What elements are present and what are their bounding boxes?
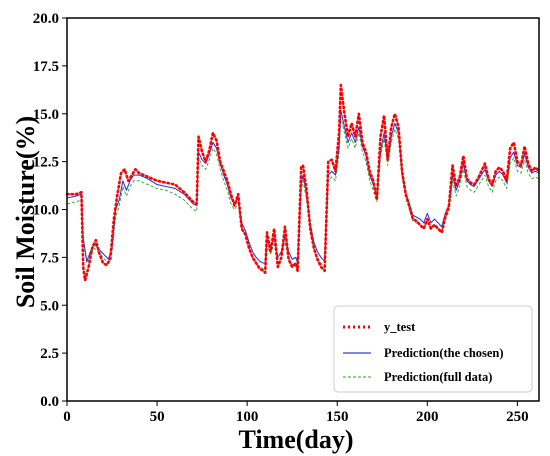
y-tick-label: 12.5 <box>33 155 59 171</box>
y-tick-label: 7.5 <box>40 250 59 266</box>
y-axis-ticks: 0.0 2.5 5.0 7.5 10.0 12.5 15.0 17.5 20.0 <box>33 11 67 410</box>
plot-frame <box>66 17 540 402</box>
y-axis-label: Soil Moisture(%) <box>11 116 40 308</box>
x-tick-label: 0 <box>63 409 71 425</box>
y-tick-label: 10.0 <box>33 203 59 219</box>
y-tick-label: 5.0 <box>40 298 59 314</box>
y-tick-label: 20.0 <box>33 11 59 27</box>
x-axis-ticks: 0 50 100 150 200 250 <box>63 401 529 425</box>
y-tick-label: 2.5 <box>40 346 59 362</box>
legend-label-prediction-full: Prediction(full data) <box>384 370 492 384</box>
legend-label-y-test: y_test <box>384 320 416 334</box>
legend-box <box>333 305 533 393</box>
series-prediction-chosen <box>66 109 540 264</box>
series-y-test <box>65 83 541 282</box>
series-prediction-full <box>66 117 540 270</box>
y-tick-label: 15.0 <box>33 107 59 123</box>
legend: y_test Prediction(the chosen) Prediction… <box>333 305 533 393</box>
x-tick-label: 150 <box>326 409 349 425</box>
x-tick-label: 100 <box>236 409 259 425</box>
x-tick-label: 250 <box>506 409 529 425</box>
y-tick-label: 17.5 <box>33 59 59 75</box>
series-layer <box>65 83 541 282</box>
y-tick-label: 0.0 <box>40 394 59 410</box>
x-tick-label: 50 <box>150 409 165 425</box>
legend-label-prediction-chosen: Prediction(the chosen) <box>384 346 504 360</box>
x-axis-label: Time(day) <box>238 425 353 454</box>
x-tick-label: 200 <box>416 409 439 425</box>
